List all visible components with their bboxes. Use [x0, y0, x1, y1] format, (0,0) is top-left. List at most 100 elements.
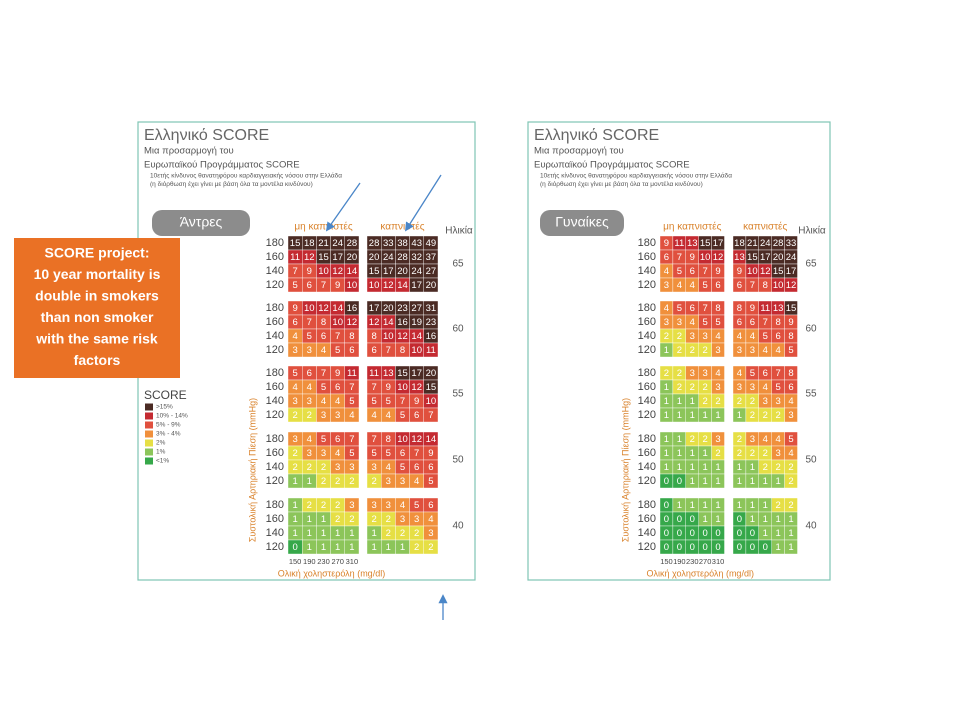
- legend-swatch: [145, 430, 153, 438]
- risk-value: 7: [371, 382, 376, 393]
- risk-value: 2: [292, 410, 297, 421]
- risk-value: 0: [292, 542, 297, 553]
- risk-value: 17: [411, 280, 422, 291]
- risk-value: 6: [428, 500, 433, 511]
- risk-value: 3: [321, 410, 326, 421]
- risk-value: 5: [414, 500, 419, 511]
- bp-label: 120: [638, 344, 656, 356]
- risk-value: 3: [307, 345, 312, 356]
- risk-value: 15: [290, 238, 301, 249]
- risk-value: 10: [397, 382, 408, 393]
- risk-value: 1: [371, 542, 376, 553]
- risk-value: 2: [690, 434, 695, 445]
- risk-value: 3: [715, 434, 720, 445]
- risk-value: 10: [700, 252, 711, 263]
- risk-value: 2: [703, 396, 708, 407]
- legend-label: >15%: [156, 404, 173, 411]
- risk-value: 6: [750, 317, 755, 328]
- risk-value: 6: [776, 331, 781, 342]
- risk-value: 1: [703, 476, 708, 487]
- risk-value: 2: [349, 476, 354, 487]
- legend-swatch: [145, 403, 153, 411]
- callout-line: than non smoker: [41, 309, 154, 325]
- risk-value: 24: [411, 266, 422, 277]
- risk-value: 8: [788, 331, 793, 342]
- risk-value: 2: [690, 382, 695, 393]
- risk-value: 3: [715, 345, 720, 356]
- risk-value: 8: [321, 317, 326, 328]
- risk-value: 1: [292, 514, 297, 525]
- risk-value: 9: [690, 252, 695, 263]
- risk-value: 2: [703, 345, 708, 356]
- risk-value: 1: [715, 462, 720, 473]
- risk-value: 1: [776, 476, 781, 487]
- risk-value: 4: [776, 434, 781, 445]
- risk-value: 2: [321, 462, 326, 473]
- risk-value: 1: [715, 476, 720, 487]
- risk-value: 17: [786, 266, 797, 277]
- bp-label: 140: [638, 527, 656, 539]
- risk-value: 3: [664, 317, 669, 328]
- bp-label: 180: [266, 237, 284, 249]
- age-label: 40: [805, 521, 817, 532]
- risk-value: 15: [426, 382, 437, 393]
- bp-label: 160: [266, 316, 284, 328]
- risk-value: 6: [763, 368, 768, 379]
- risk-value: 2: [307, 462, 312, 473]
- risk-value: 1: [307, 528, 312, 539]
- risk-value: 2: [292, 448, 297, 459]
- risk-value: 1: [349, 542, 354, 553]
- risk-value: 1: [788, 514, 793, 525]
- risk-value: 1: [788, 542, 793, 553]
- risk-value: 43: [411, 238, 422, 249]
- risk-value: 2: [307, 410, 312, 421]
- risk-value: 15: [369, 266, 380, 277]
- risk-value: 1: [307, 514, 312, 525]
- risk-value: 6: [414, 410, 419, 421]
- risk-value: 2: [703, 434, 708, 445]
- risk-value: 4: [664, 266, 669, 277]
- risk-value: 1: [321, 528, 326, 539]
- risk-value: 4: [307, 434, 312, 445]
- legend-label: 1%: [156, 449, 166, 456]
- bp-label: 160: [638, 381, 656, 393]
- risk-cell: [711, 407, 725, 423]
- risk-value: 5: [788, 345, 793, 356]
- risk-value: 6: [664, 252, 669, 263]
- risk-value: 7: [776, 368, 781, 379]
- risk-cell: [423, 277, 439, 293]
- panel-subtitle: Μια προσαρμογή του: [534, 146, 624, 157]
- risk-value: 27: [426, 266, 437, 277]
- risk-value: 9: [788, 317, 793, 328]
- risk-value: 1: [690, 396, 695, 407]
- risk-value: 3: [715, 382, 720, 393]
- risk-value: 7: [428, 410, 433, 421]
- risk-value: 1: [715, 514, 720, 525]
- risk-value: 1: [664, 345, 669, 356]
- risk-value: 10: [747, 266, 758, 277]
- risk-value: 0: [763, 542, 768, 553]
- risk-value: 2: [335, 514, 340, 525]
- risk-value: 4: [386, 462, 391, 473]
- callout-box: [14, 238, 180, 378]
- risk-value: 8: [400, 345, 405, 356]
- risk-value: 1: [371, 528, 376, 539]
- risk-value: 2: [349, 514, 354, 525]
- risk-value: 2: [763, 462, 768, 473]
- risk-value: 2: [776, 462, 781, 473]
- legend-label: 2%: [156, 440, 166, 447]
- risk-value: 0: [677, 514, 682, 525]
- age-label: 65: [452, 259, 464, 270]
- bp-label: 120: [266, 475, 284, 487]
- risk-value: 6: [335, 382, 340, 393]
- risk-value: 11: [426, 345, 436, 356]
- risk-value: 12: [304, 252, 315, 263]
- bp-label: 140: [266, 461, 284, 473]
- risk-value: 14: [397, 280, 408, 291]
- risk-value: 6: [737, 280, 742, 291]
- risk-value: 10: [304, 303, 315, 314]
- risk-cell: [344, 473, 360, 489]
- risk-value: 28: [397, 252, 408, 263]
- risk-value: 1: [715, 500, 720, 511]
- panel-title: Ελληνικό SCORE: [534, 127, 659, 144]
